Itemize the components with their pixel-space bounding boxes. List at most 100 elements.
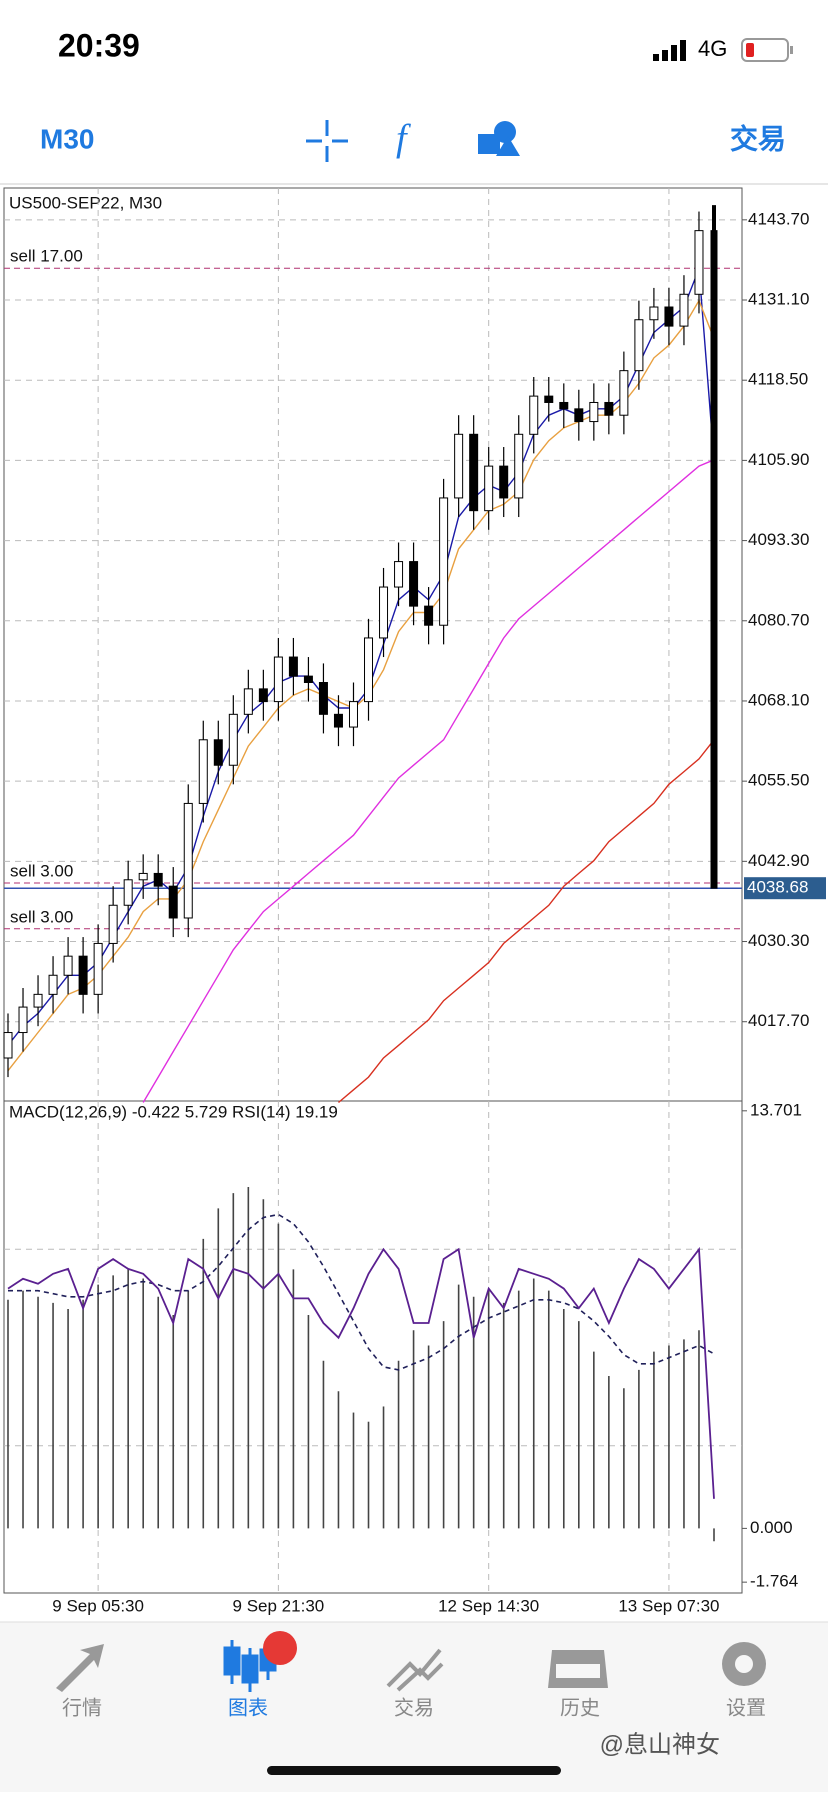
current-price: 4038.68: [747, 878, 808, 897]
timeframe-button[interactable]: M30: [40, 123, 94, 154]
y-tick-label: 4055.50: [748, 771, 809, 790]
candle-body: [484, 465, 494, 512]
y-tick-label: 4030.30: [748, 931, 809, 950]
candle-body: [439, 497, 449, 626]
home-indicator: [267, 1766, 561, 1775]
battery-icon: [741, 38, 793, 62]
y-tick-label: 4017.70: [748, 1011, 809, 1030]
trade-icon: [386, 1648, 444, 1692]
objects-button[interactable]: [478, 121, 520, 156]
trade-button[interactable]: 交易: [730, 122, 786, 154]
y-tick-label: 4042.90: [748, 851, 809, 870]
y-tick-label: 4143.70: [748, 209, 809, 228]
candle-body: [529, 395, 539, 435]
candle-body: [18, 1006, 28, 1034]
candle-body: [288, 656, 298, 677]
y-tick-label: 4131.10: [748, 289, 809, 308]
moving-average: [338, 739, 715, 1104]
candle-body: [574, 408, 584, 423]
tab-bar: [0, 1622, 828, 1792]
tab-label[interactable]: 行情: [62, 1696, 102, 1719]
candle-body: [364, 637, 374, 703]
candle-body: [303, 675, 313, 684]
indicators-button[interactable]: f: [396, 118, 411, 160]
candle-body: [454, 433, 464, 499]
tab-label[interactable]: 历史: [560, 1696, 600, 1719]
candle-body: [138, 872, 148, 881]
y-tick-label: 4105.90: [748, 450, 809, 469]
signal-icon: [653, 40, 686, 61]
candle-body: [3, 1032, 13, 1059]
quotes-icon: [56, 1644, 104, 1692]
candle-body: [348, 701, 358, 728]
candle-body: [679, 293, 689, 327]
watermark: @息山神女: [600, 1731, 720, 1758]
x-tick-label: 13 Sep 07:30: [618, 1596, 719, 1615]
candle-body: [394, 561, 404, 588]
settings-icon: [722, 1642, 766, 1686]
candle-body: [589, 401, 599, 423]
candle-body: [634, 319, 644, 372]
candle-body: [379, 586, 389, 639]
candle-body: [514, 433, 524, 499]
refresh-badge: [263, 1631, 297, 1665]
rsi-line: [7, 1246, 715, 1499]
candle-body: [243, 688, 253, 715]
chart-frame: [3, 187, 743, 1594]
y-tick-label: 4093.30: [748, 530, 809, 549]
price-box: [744, 877, 826, 900]
candle-body: [213, 739, 223, 766]
moving-average: [142, 459, 715, 1103]
candle-body: [258, 688, 268, 703]
candle-body: [63, 955, 73, 976]
macd-signal: [8, 1213, 715, 1371]
candle-body: [710, 230, 718, 889]
candle-body: [273, 656, 283, 703]
candle-body: [499, 465, 509, 499]
plot: [3, 188, 742, 1593]
tab-label[interactable]: 图表: [228, 1696, 268, 1719]
candle-body: [153, 872, 163, 887]
candle-body: [649, 306, 659, 321]
candle-body: [48, 974, 58, 995]
candle-body: [183, 802, 193, 919]
candle-body: [409, 561, 419, 607]
candle-body: [604, 401, 614, 416]
order-label: sell 3.00: [10, 861, 73, 880]
crosshair-button[interactable]: [306, 120, 348, 162]
y-tick-label: 0.000: [750, 1518, 793, 1537]
tab-label[interactable]: 交易: [394, 1696, 434, 1719]
candle-body: [318, 682, 328, 715]
y-tick-label: 13.701: [750, 1100, 802, 1119]
candle-body: [694, 230, 704, 295]
candle-body: [469, 433, 479, 512]
chart-title: US500-SEP22, M30: [9, 193, 162, 212]
candle-body: [108, 904, 118, 944]
tab-label[interactable]: 设置: [726, 1696, 766, 1719]
y-tick-label: 4068.10: [748, 690, 809, 709]
clock: 20:39: [58, 27, 140, 63]
y-tick-label: -1.764: [750, 1572, 798, 1591]
indicator-title: MACD(12,26,9) -0.422 5.729 RSI(14) 19.19: [9, 1102, 338, 1121]
candle-body: [123, 879, 133, 906]
candle-body: [93, 942, 103, 995]
moving-average: [7, 299, 715, 1072]
y-tick-label: 4080.70: [748, 610, 809, 629]
candle-body: [619, 370, 629, 416]
order-label: sell 3.00: [10, 907, 73, 926]
candle-body: [544, 395, 554, 403]
y-tick-label: 4118.50: [748, 370, 808, 389]
x-tick-label: 9 Sep 21:30: [233, 1596, 325, 1615]
order-label: sell 17.00: [10, 247, 83, 266]
candle-body: [559, 401, 569, 410]
candle-body: [78, 955, 88, 995]
history-icon: [548, 1650, 608, 1688]
candle-body: [424, 605, 434, 626]
candle-body: [198, 739, 208, 804]
candle-body: [333, 713, 343, 728]
candle-body: [664, 306, 674, 327]
candle-body: [228, 713, 238, 766]
network: 4G: [698, 36, 727, 61]
